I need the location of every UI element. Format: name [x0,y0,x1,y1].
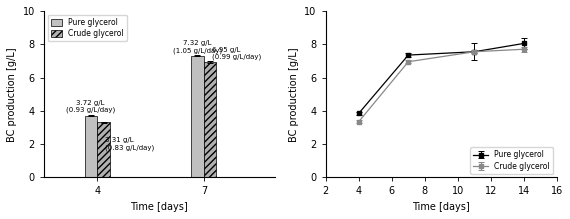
Text: 7.32 g/L
(1.05 g/L/day): 7.32 g/L (1.05 g/L/day) [173,41,222,54]
Bar [204,62,217,177]
Text: 6.95 g/L
(0.99 g/L/day): 6.95 g/L (0.99 g/L/day) [212,47,261,60]
Bar [191,56,203,177]
Legend: Pure glycerol, Crude glycerol: Pure glycerol, Crude glycerol [48,15,127,41]
Bar [84,116,97,177]
Text: 3.72 g/L
(0.93 g/L/day): 3.72 g/L (0.93 g/L/day) [66,99,115,113]
Bar [97,122,110,177]
X-axis label: Time [days]: Time [days] [131,202,188,212]
Y-axis label: BC production [g/L]: BC production [g/L] [7,47,17,141]
Legend: Pure glycerol, Crude glycerol: Pure glycerol, Crude glycerol [470,147,553,174]
X-axis label: Time [days]: Time [days] [413,202,470,212]
Y-axis label: BC production [g/L]: BC production [g/L] [289,47,299,141]
Text: 3.31 g/L
(0.83 g/L/day): 3.31 g/L (0.83 g/L/day) [105,137,154,151]
